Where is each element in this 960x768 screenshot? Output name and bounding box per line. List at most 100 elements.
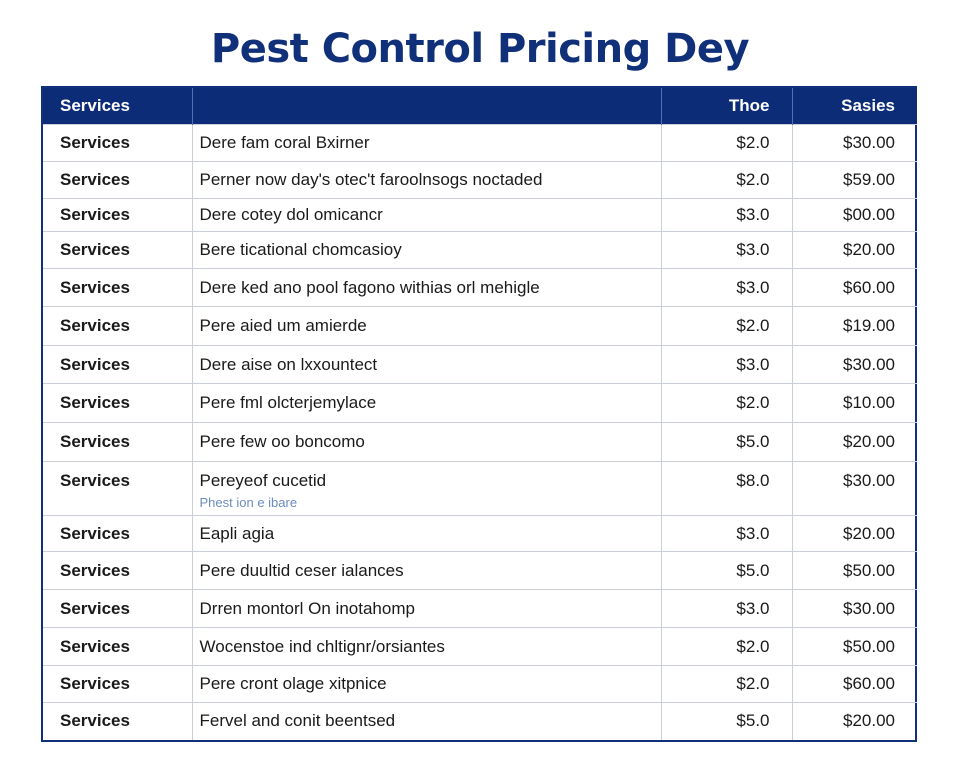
cell-total-text: $60.00 — [843, 277, 895, 297]
cell-service: Services — [43, 345, 193, 384]
cell-service-text: Services — [60, 471, 130, 490]
cell-service: Services — [43, 422, 193, 462]
cell-price: $3.0 — [661, 345, 793, 384]
header-price: Thoe — [661, 88, 793, 125]
cell-description: Perner now day's otec't faroolnsogs noct… — [192, 161, 662, 199]
cell-price-text: $2.0 — [736, 674, 770, 693]
cell-total: $60.00 — [792, 665, 917, 703]
cell-description: Pere duultid ceser ialances — [192, 551, 662, 590]
cell-description: Eapli agia — [192, 515, 662, 552]
cell-total-text: $19.00 — [843, 316, 895, 335]
cell-price: $2.0 — [661, 161, 793, 199]
cell-price-text: $2.0 — [736, 393, 770, 412]
table-row: Services Pere duultid ceser ialances $5.0 $… — [43, 551, 917, 590]
cell-description-text: Pere cront olage xitpnice — [199, 674, 387, 693]
cell-price: $8.0 — [661, 461, 793, 516]
cell-service: Services — [43, 306, 193, 346]
cell-description-text: Drren montorl On inotahomp — [199, 598, 415, 618]
cell-description-text: Pere aied um amierde — [199, 316, 367, 335]
page-title: Pest Control Pricing Dey — [210, 26, 750, 72]
cell-description-text: Bere ticational chomcasioy — [199, 240, 402, 259]
cell-description-text: Dere cotey dol omicancr — [199, 205, 383, 224]
cell-service-text: Services — [60, 674, 130, 693]
cell-total-text: $30.00 — [843, 354, 895, 374]
cell-description-text: Fervel and conit beentsed — [199, 711, 396, 731]
cell-total-text: $20.00 — [843, 523, 895, 543]
table-row: Services Wocenstoe ind chltignr/orsiantes… — [43, 627, 917, 666]
cell-description-text: Pere fml olcterjemylace — [199, 393, 377, 412]
cell-service-text: Services — [60, 354, 130, 374]
cell-description: Pere aied um amierde — [192, 306, 662, 346]
cell-service: Services — [43, 515, 193, 552]
table-row: Services Fervel and conit beentsed $5.0 $20… — [43, 702, 917, 740]
cell-service: Services — [43, 231, 193, 269]
cell-service-text: Services — [60, 432, 130, 451]
cell-total: $30.00 — [792, 345, 917, 384]
cell-service-text: Services — [60, 711, 130, 731]
cell-service-text: Services — [60, 560, 130, 580]
cell-price: $3.0 — [661, 198, 793, 232]
cell-description: Pereyeof cucetid Phest ion e ibare — [192, 461, 662, 516]
cell-service: Services — [43, 461, 193, 516]
cell-price: $3.0 — [661, 268, 793, 307]
cell-total: $50.00 — [792, 627, 917, 666]
cell-total: $30.00 — [792, 461, 917, 516]
cell-service-text: Services — [60, 133, 130, 152]
cell-price: $3.0 — [661, 231, 793, 269]
cell-price-text: $3.0 — [736, 205, 770, 224]
cell-service: Services — [43, 124, 193, 162]
cell-price-text: $5.0 — [736, 711, 770, 731]
table-row: Services Pere few oo boncomo $5.0 $20.00 — [43, 422, 917, 462]
cell-price-text: $3.0 — [736, 354, 770, 374]
cell-price: $2.0 — [661, 665, 793, 703]
pricing-table: Services Thoe Sasies Services Dere fam co… — [41, 86, 917, 742]
header-total: Sasies — [792, 88, 917, 125]
header-services: Services — [43, 88, 193, 125]
cell-price: $2.0 — [661, 383, 793, 423]
cell-service-text: Services — [60, 240, 130, 259]
cell-price: $5.0 — [661, 551, 793, 590]
cell-total: $30.00 — [792, 124, 917, 162]
cell-total: $19.00 — [792, 306, 917, 346]
cell-price: $2.0 — [661, 306, 793, 346]
cell-description: Dere cotey dol omicancr — [192, 198, 662, 232]
table-row: Services Bere ticational chomcasioy $3.0 $2… — [43, 231, 917, 269]
table-row: Services Dere aise on lxxountect $3.0 $30.0… — [43, 345, 917, 384]
cell-total-text: $59.00 — [843, 170, 895, 189]
cell-description-text: Wocenstoe ind chltignr/orsiantes — [199, 636, 445, 656]
cell-price: $2.0 — [661, 124, 793, 162]
cell-price: $2.0 — [661, 627, 793, 666]
cell-price: $3.0 — [661, 589, 793, 628]
table-row: Services Pereyeof cucetid Phest ion e ibar… — [43, 461, 917, 516]
cell-service: Services — [43, 383, 193, 423]
cell-service-text: Services — [60, 523, 130, 543]
cell-service: Services — [43, 627, 193, 666]
cell-total-text: $20.00 — [843, 240, 895, 259]
cell-service-text: Services — [60, 277, 130, 297]
cell-description-text: Eapli agia — [199, 523, 275, 543]
cell-description: Pere fml olcterjemylace — [192, 383, 662, 423]
cell-price-text: $2.0 — [736, 636, 770, 656]
cell-description: Bere ticational chomcasioy — [192, 231, 662, 269]
cell-service: Services — [43, 268, 193, 307]
cell-price-text: $8.0 — [736, 471, 770, 490]
cell-service-text: Services — [60, 205, 130, 224]
cell-price-text: $3.0 — [736, 277, 770, 297]
cell-total: $20.00 — [792, 422, 917, 462]
cell-total: $59.00 — [792, 161, 917, 199]
table-row: Services Pere fml olcterjemylace $2.0 $10.0… — [43, 383, 917, 423]
table-row: Services Dere ked ano pool fagono withias… — [43, 268, 917, 307]
cell-total: $20.00 — [792, 231, 917, 269]
cell-description-text: Dere ked ano pool fagono withias orl meh… — [199, 277, 540, 297]
cell-total-text: $60.00 — [843, 674, 895, 693]
cell-price-text: $2.0 — [736, 133, 770, 152]
cell-total-text: $30.00 — [843, 471, 895, 490]
cell-total: $10.00 — [792, 383, 917, 423]
cell-total: $30.00 — [792, 589, 917, 628]
cell-description: Dere aise on lxxountect — [192, 345, 662, 384]
cell-total-text: $00.00 — [843, 205, 895, 224]
cell-price-text: $3.0 — [736, 598, 770, 618]
table-row: Services Pere aied um amierde $2.0 $19.00 — [43, 306, 917, 346]
cell-total: $60.00 — [792, 268, 917, 307]
cell-service: Services — [43, 589, 193, 628]
